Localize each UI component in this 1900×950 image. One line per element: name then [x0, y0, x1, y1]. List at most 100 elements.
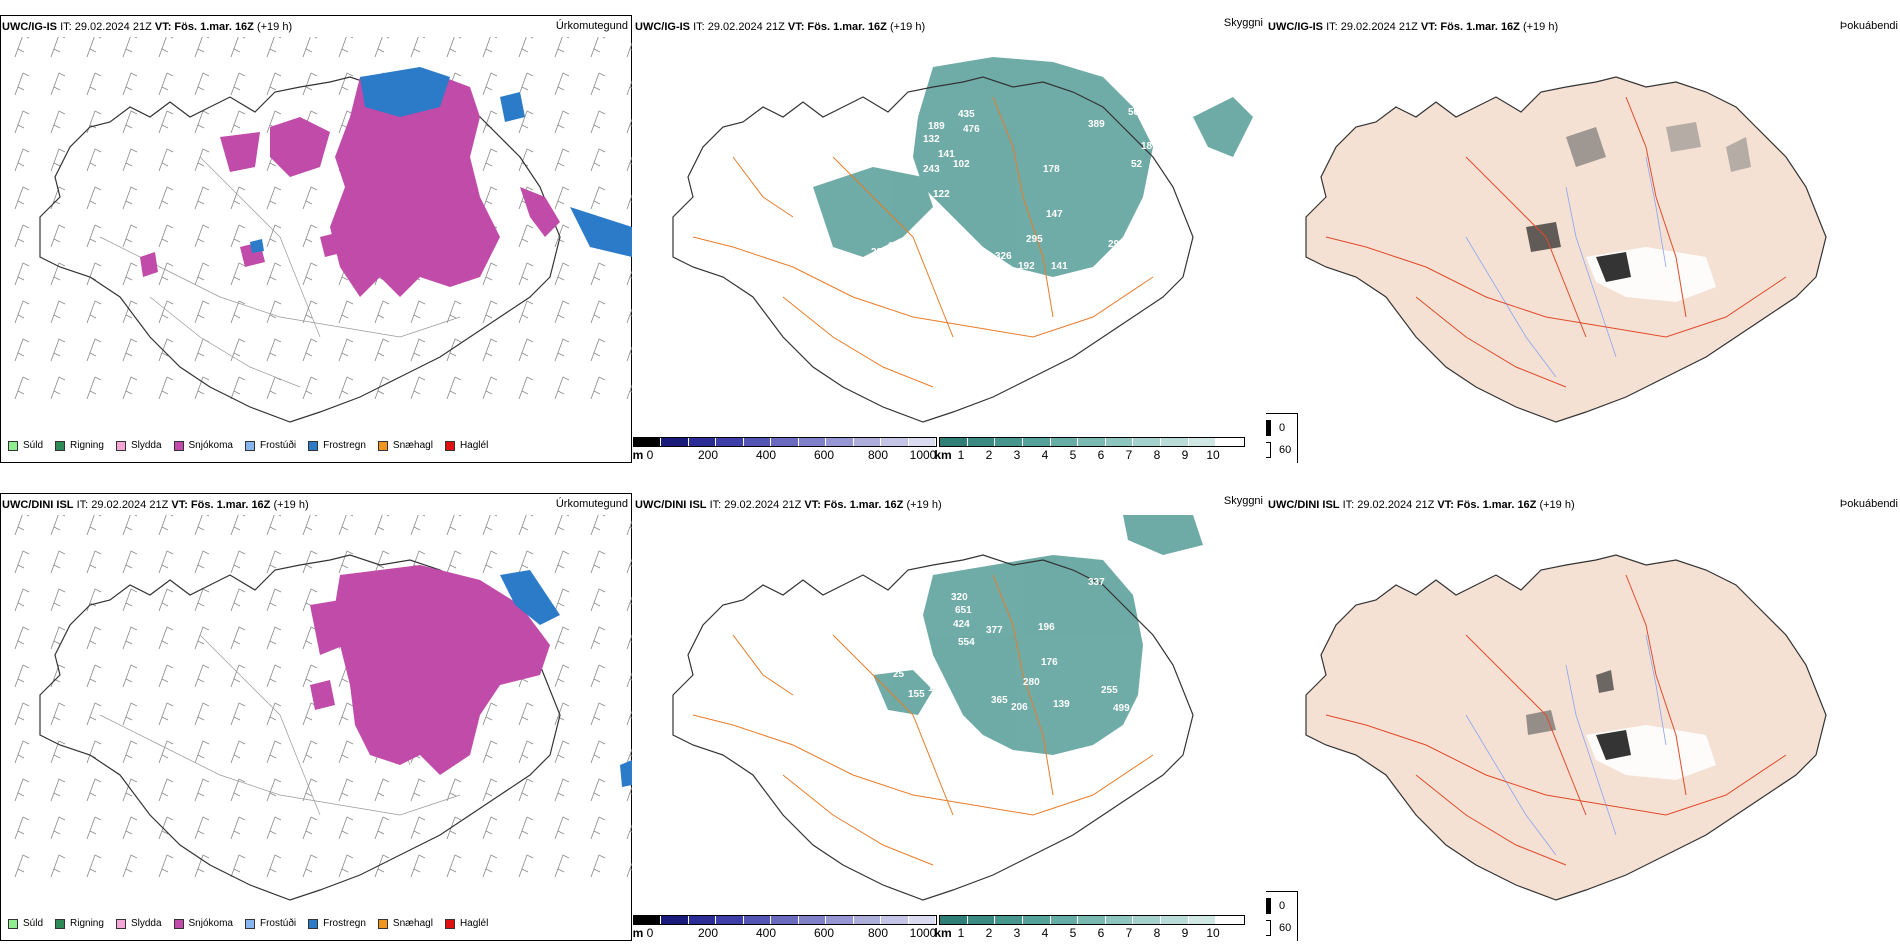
ceiling-label: 196: [1038, 622, 1055, 633]
wind-barb: [338, 740, 354, 764]
legend-item: Frostregn: [308, 918, 366, 929]
colorbar-unit: m: [633, 926, 644, 940]
colorbar-cell: [908, 438, 936, 446]
colorbar-tick: 4: [1041, 448, 1049, 462]
wind-barb: [518, 702, 534, 726]
fog-panel-top: UWC/IG-IS IT: 29.02.2024 21Z VT: Fös. 1.…: [1266, 15, 1900, 463]
wind-barb: [158, 816, 174, 840]
wind-barb: [158, 626, 174, 650]
wind-barb: [230, 224, 246, 248]
wind-barb: [626, 824, 632, 840]
init-time: IT: 29.02.2024 21Z: [1342, 499, 1435, 511]
wind-barb: [302, 262, 318, 286]
precip-legend: Súld Rigning Slydda Snjókoma Frostúði Fr…: [8, 440, 500, 451]
init-time: IT: 29.02.2024 21Z: [1326, 21, 1418, 33]
colorbar-tick: 8: [1153, 926, 1161, 940]
wind-barb: [194, 515, 210, 536]
wind-barb: [266, 588, 282, 612]
wind-barb: [14, 702, 30, 726]
colorbar-cells: [633, 437, 937, 447]
colorbar-tick: 9: [1181, 448, 1189, 462]
colorbar-unit: m: [633, 448, 644, 462]
wind-barb: [590, 816, 606, 840]
wind-barb: [50, 72, 66, 96]
wind-barb: [410, 338, 426, 362]
wind-barb: [230, 72, 246, 96]
wind-barb: [158, 224, 174, 248]
wind-barb: [446, 376, 462, 400]
colorbar-tick: 3: [1013, 926, 1021, 940]
colorbar-cell: [826, 438, 854, 446]
colorbar-ticks: km 1 2 3 4 5 6 7 8 9 10: [934, 925, 1245, 940]
wind-barb: [86, 72, 102, 96]
wind-barb: [158, 588, 174, 612]
colorbar-tick: 1: [957, 448, 965, 462]
ceiling-label: 295: [1026, 234, 1043, 245]
colorbar-cell: [967, 916, 996, 924]
wind-barb: [482, 376, 498, 400]
panel-header: UWC/DINI ISL IT: 29.02.2024 21Z VT: Fös.…: [2, 499, 309, 511]
fog-legend: 0 60: [1266, 413, 1299, 463]
wind-barb: [302, 854, 318, 878]
wind-barb: [626, 346, 632, 362]
legend-label: Slydda: [130, 918, 162, 929]
wind-barb: [86, 588, 102, 612]
wind-barb: [374, 816, 390, 840]
wind-barb: [338, 376, 354, 400]
wind-barb: [230, 740, 246, 764]
valid-time: VT: Fös. 1.mar. 16Z: [804, 499, 904, 511]
wind-barb: [230, 300, 246, 324]
ceiling-labels: 320 651 424 377 554 196 337 880 21 179 1…: [893, 569, 1195, 714]
wind-barb: [14, 588, 30, 612]
ceiling-label: 424: [953, 619, 970, 630]
wind-barb: [554, 550, 570, 574]
colorbar-cell: [798, 916, 827, 924]
wind-barb: [86, 110, 102, 134]
legend-item: 0: [1266, 420, 1291, 436]
colorbar-cell: [1188, 916, 1217, 924]
wind-barb: [518, 338, 534, 362]
wind-barb: [158, 300, 174, 324]
wind-barb: [554, 338, 570, 362]
valid-time: VT: Fös. 1.mar. 16Z: [171, 499, 271, 511]
precip-map: [14, 37, 632, 423]
wind-barb: [446, 854, 462, 878]
legend-label: Haglél: [459, 918, 489, 929]
ceiling-label: 147: [1046, 209, 1063, 220]
wind-barb: [374, 550, 390, 574]
wind-barb: [158, 110, 174, 134]
wind-barb: [302, 224, 318, 248]
ceiling-label: 119: [941, 243, 958, 254]
colorbar-tick: 4: [1041, 926, 1049, 940]
colorbar-cell: [1022, 916, 1051, 924]
colorbar-cell: [1188, 438, 1217, 446]
wind-barb: [554, 37, 570, 58]
colorbar-tick: 1: [957, 926, 965, 940]
wind-barb: [86, 262, 102, 286]
wind-barb: [554, 148, 570, 172]
wind-barb: [518, 515, 534, 536]
fog-map: [1305, 76, 1827, 423]
wind-barb: [302, 338, 318, 362]
wind-barb: [626, 194, 632, 210]
wind-barb: [14, 224, 30, 248]
freezing-rain-area: [500, 570, 632, 787]
ceiling-label: 125: [1178, 149, 1195, 160]
legend-swatch: [244, 440, 255, 451]
wind-barb: [266, 550, 282, 574]
legend-label: Snæhagl: [392, 440, 433, 451]
panel-header: UWC/IG-IS IT: 29.02.2024 21Z VT: Fös. 1.…: [2, 21, 292, 33]
wind-barb: [50, 37, 66, 58]
wind-barb: [50, 224, 66, 248]
wind-barb: [50, 338, 66, 362]
model-name: UWC/IG-IS: [635, 21, 690, 33]
panel-header: UWC/DINI ISL IT: 29.02.2024 21Z VT: Fös.…: [1268, 499, 1575, 511]
roads: [1325, 96, 1787, 388]
wind-barb: [446, 338, 462, 362]
lead-time: (+19 h): [889, 21, 926, 33]
ceiling-colorbar: m 0 200 400 600 800 1000: [633, 437, 937, 462]
legend-label: 60: [1279, 922, 1292, 934]
model-name: UWC/IG-IS: [1268, 21, 1323, 33]
wind-barb: [122, 338, 138, 362]
init-time: IT: 29.02.2024 21Z: [60, 21, 152, 33]
